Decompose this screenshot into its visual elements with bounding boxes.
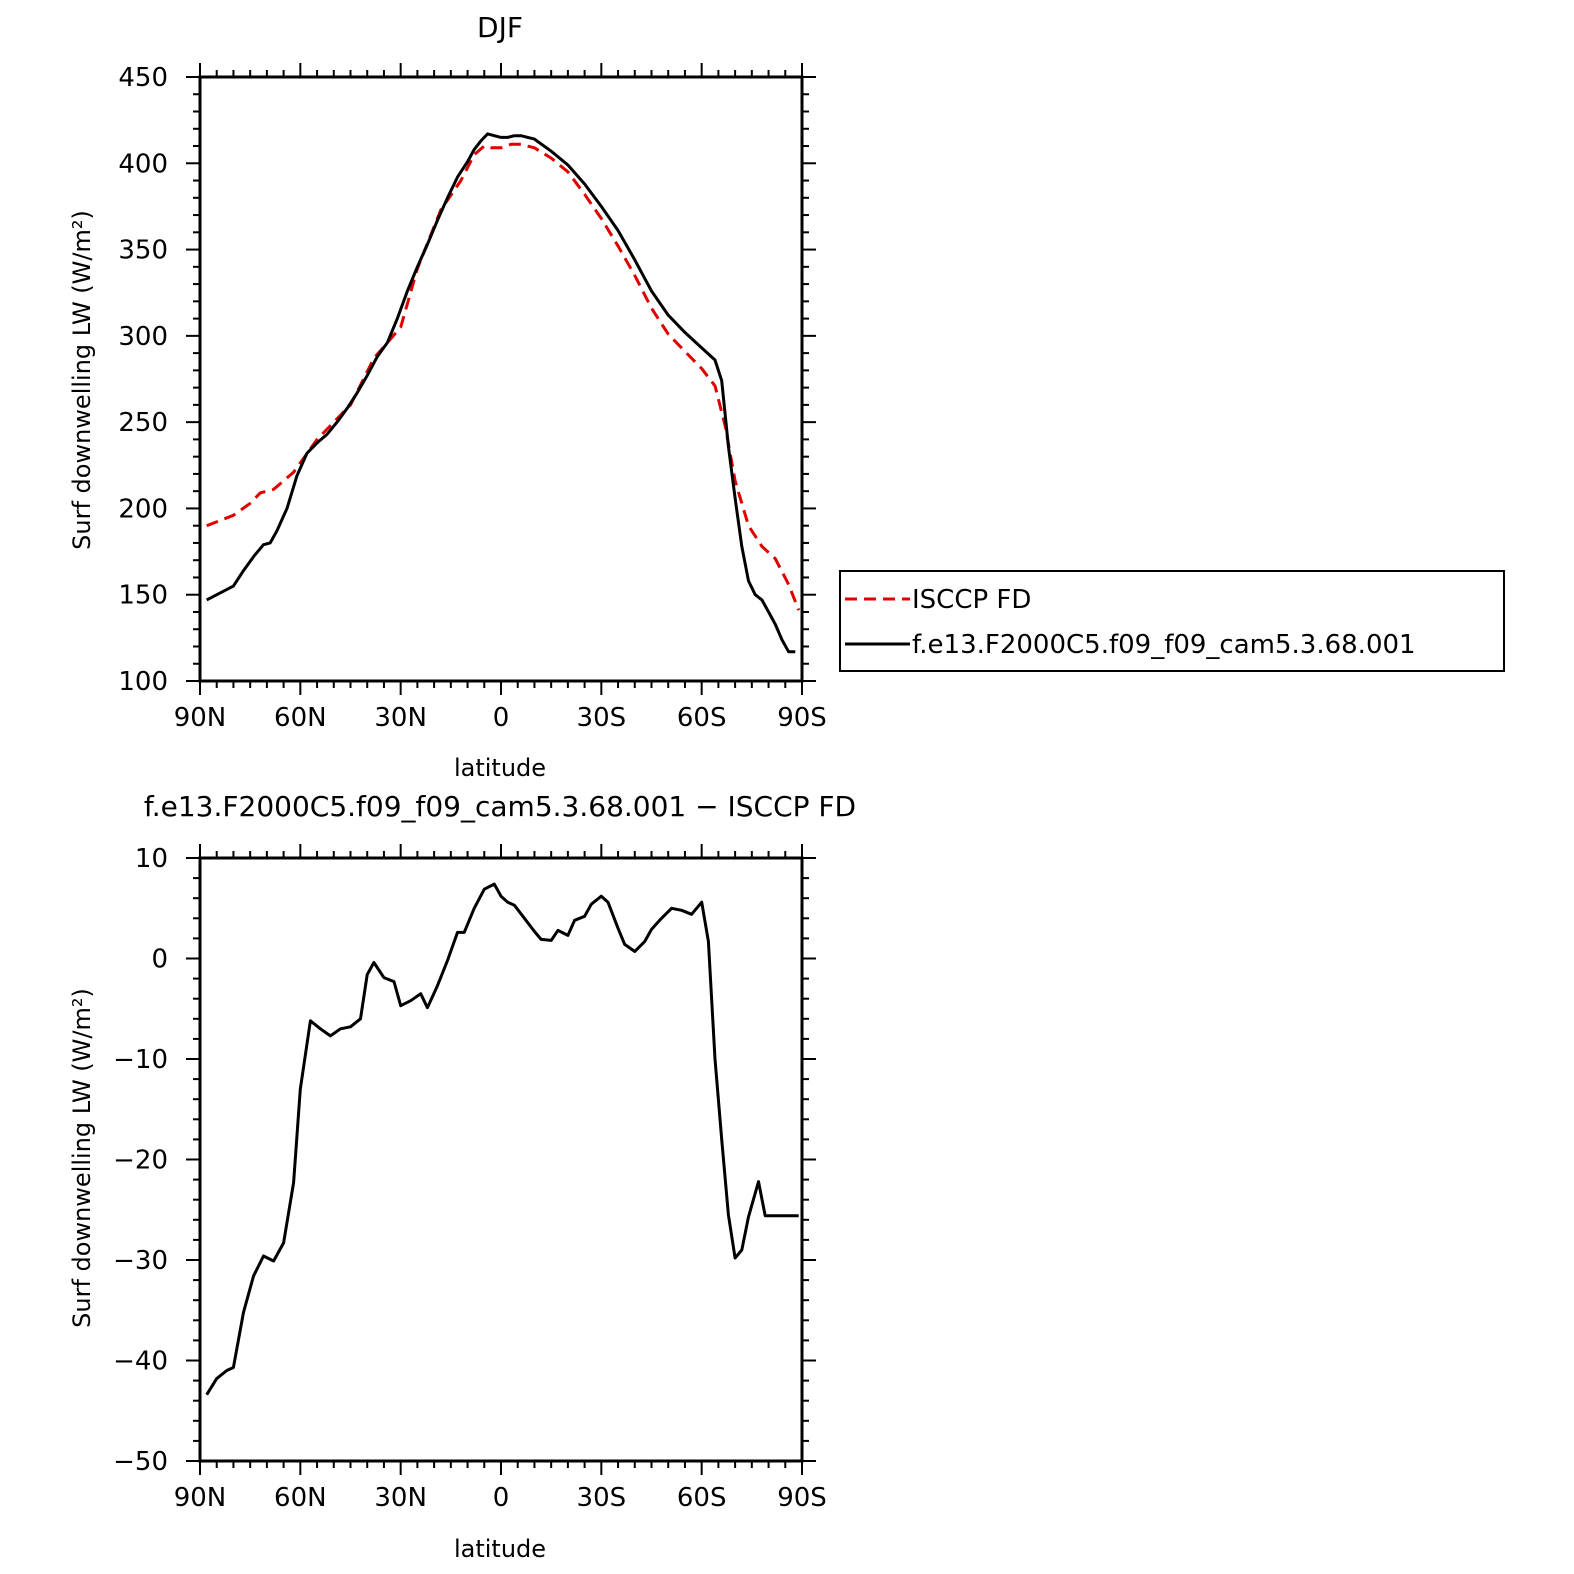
y-tick-label: −50 [113,1447,168,1477]
x-tick-label: 30S [577,703,627,733]
y-tick-label: 0 [151,945,168,975]
x-tick-label: 30S [577,1483,627,1513]
y-tick-label: 100 [118,667,168,697]
y-tick-label: 300 [118,322,168,352]
legend-label-isccp: ISCCP FD [912,585,1031,615]
series-line-isccp-fd [206,142,801,611]
x-tick-label: 60N [274,703,327,733]
y-tick-label: 450 [118,63,168,93]
top-plot-frame [198,75,804,683]
x-tick-label: 30N [374,703,427,733]
bottom-y-tick-labels: −50 −40 −30 −20 −10 0 10 [113,844,168,1477]
bottom-x-tick-labels: 90N 60N 30N 0 30S 60S 90S [174,1483,827,1513]
legend-label-model: f.e13.F2000C5.f09_f09_cam5.3.68.001 [912,630,1416,660]
bottom-x-axis-label: latitude [454,1535,546,1563]
top-chart-title: DJF [477,11,523,44]
x-tick-label: 30N [374,1483,427,1513]
top-y-axis-label: Surf downwelling LW (W/m²) [68,210,96,550]
x-tick-label: 60S [677,1483,727,1513]
x-tick-label: 0 [493,1483,510,1513]
y-tick-label: 200 [118,494,168,524]
y-tick-label: −10 [113,1045,168,1075]
y-tick-label: 10 [135,844,168,874]
series-line-difference [205,882,799,1396]
x-tick-label: 0 [493,703,510,733]
bottom-chart-title: f.e13.F2000C5.f09_f09_cam5.3.68.001 − IS… [144,790,856,823]
bottom-y-axis-label: Surf downwelling LW (W/m²) [68,988,96,1328]
bottom-panel: f.e13.F2000C5.f09_f09_cam5.3.68.001 − IS… [68,790,856,1563]
top-x-tick-labels: 90N 60N 30N 0 30S 60S 90S [174,703,827,733]
series-line-model [206,132,796,654]
bottom-plot-area [186,844,816,1475]
top-x-axis-label: latitude [454,754,546,782]
top-plot-area [186,63,816,695]
top-y-tick-labels: 100 150 200 250 300 350 400 450 [118,63,168,697]
bottom-plot-frame [198,856,804,1463]
x-tick-label: 90N [174,1483,227,1513]
y-tick-label: 150 [118,581,168,611]
y-tick-label: 250 [118,408,168,438]
x-tick-label: 90N [174,703,227,733]
x-tick-label: 60N [274,1483,327,1513]
legend: ISCCP FD f.e13.F2000C5.f09_f09_cam5.3.68… [839,570,1505,672]
y-tick-label: 350 [118,236,168,266]
x-tick-label: 90S [777,1483,827,1513]
y-tick-label: 400 [118,149,168,179]
y-tick-label: −30 [113,1246,168,1276]
top-panel: DJF 90N 60N 30N 0 30S 60S 90S 100 150 200 250 300 3… [68,11,827,782]
y-tick-label: −40 [113,1347,168,1377]
x-tick-label: 90S [777,703,827,733]
x-tick-label: 60S [677,703,727,733]
legend-box [839,570,1505,672]
y-tick-label: −20 [113,1146,168,1176]
